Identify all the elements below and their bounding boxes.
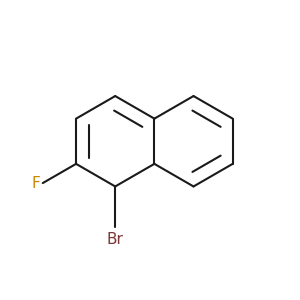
Text: F: F <box>31 176 40 190</box>
Text: Br: Br <box>107 232 124 247</box>
